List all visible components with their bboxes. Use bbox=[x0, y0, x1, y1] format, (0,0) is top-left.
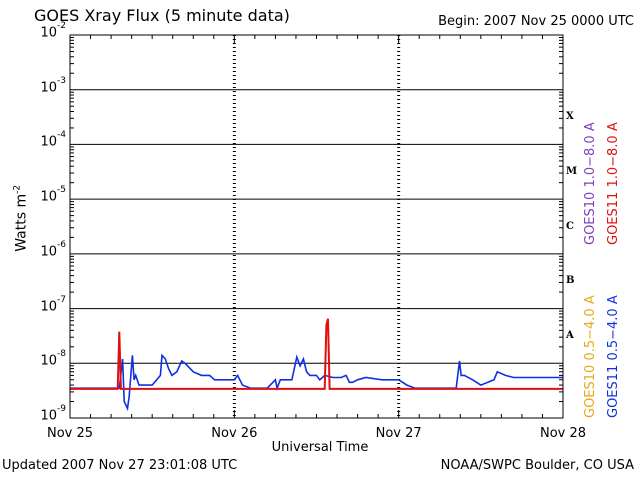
y-tick-label: 10-3 bbox=[40, 75, 66, 96]
x-tick-label: Nov 25 bbox=[46, 426, 94, 441]
flare-class-label: C bbox=[566, 220, 574, 232]
chart-title: GOES Xray Flux (5 minute data) bbox=[34, 6, 290, 25]
begin-time: Begin: 2007 Nov 25 0000 UTC bbox=[438, 14, 634, 29]
y-axis-title: Watts m-2 bbox=[12, 184, 30, 252]
legend-entry: GOES11 1.0−8.0 A bbox=[606, 122, 621, 245]
plot-grid bbox=[69, 35, 564, 418]
series-line bbox=[70, 353, 563, 412]
y-tick-label: 10-8 bbox=[40, 349, 66, 369]
y-tick-label: 10-4 bbox=[40, 130, 66, 150]
flare-class-label: M bbox=[566, 166, 578, 178]
flare-class-label: B bbox=[566, 275, 575, 287]
flare-class-label: A bbox=[566, 330, 574, 342]
x-tick-label: Nov 27 bbox=[375, 426, 422, 441]
y-tick-label: 10-2 bbox=[40, 21, 66, 41]
legend-entry: GOES10 1.0−8.0 A bbox=[583, 122, 598, 245]
series-layer bbox=[70, 318, 563, 412]
x-tick-label: Nov 28 bbox=[539, 426, 587, 441]
y-tick-label: 10-9 bbox=[40, 404, 66, 424]
flare-class-label: X bbox=[566, 111, 574, 123]
updated-time: Updated 2007 Nov 27 23:01:08 UTC bbox=[2, 458, 238, 473]
plot-frame bbox=[69, 34, 564, 419]
y-tick-label: 10-7 bbox=[40, 294, 66, 314]
x-axis-title: Universal Time bbox=[271, 440, 369, 455]
credit-line: NOAA/SWPC Boulder, CO USA bbox=[440, 458, 634, 473]
y-tick-label: 10-5 bbox=[40, 185, 66, 205]
y-tick-label: 10-6 bbox=[40, 239, 66, 260]
x-tick-label: Nov 26 bbox=[211, 426, 258, 441]
series-line bbox=[70, 318, 563, 390]
legend-entry: GOES11 0.5−4.0 A bbox=[606, 295, 621, 418]
legend-entry: GOES10 0.5−4.0 A bbox=[583, 295, 598, 418]
